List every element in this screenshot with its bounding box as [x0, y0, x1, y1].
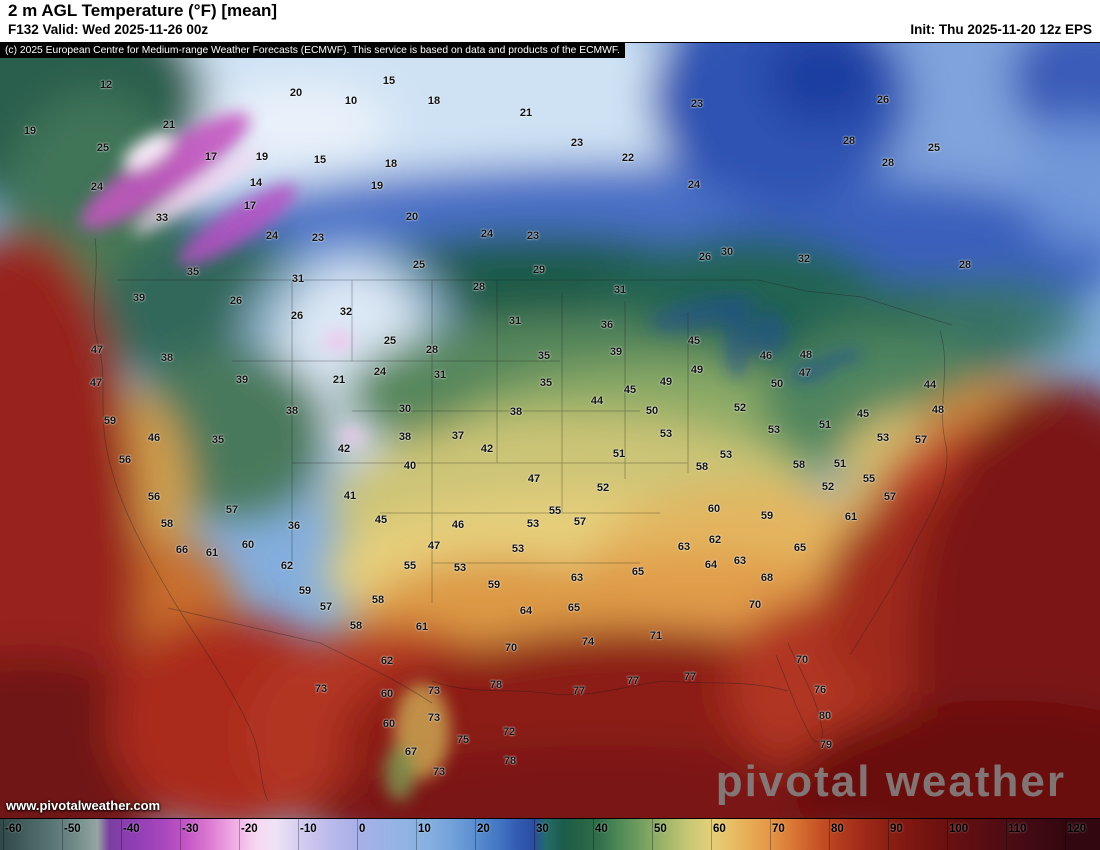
colorbar-tick-label: 10	[418, 823, 431, 835]
colorbar-tick-line	[770, 819, 771, 850]
colorbar-tick-label: 110	[1008, 823, 1027, 835]
init-time-label: Init: Thu 2025-11-20 12z EPS	[910, 22, 1092, 37]
temperature-field-svg	[0, 43, 1100, 819]
time-row: F132 Valid: Wed 2025-11-26 00z Init: Thu…	[8, 22, 1092, 37]
colorbar-tick-line	[888, 819, 889, 850]
site-url: www.pivotalweather.com	[6, 798, 161, 813]
colorbar-tick-line	[1065, 819, 1066, 850]
colorbar-tick-line	[475, 819, 476, 850]
colorbar-tick-line	[534, 819, 535, 850]
map-header: 2 m AGL Temperature (°F) [mean] F132 Val…	[0, 0, 1100, 42]
colorbar-tick-label: 80	[831, 823, 844, 835]
colorbar-tick-line	[416, 819, 417, 850]
colorbar-tick-label: -20	[241, 823, 258, 835]
colorbar-tick-line	[357, 819, 358, 850]
boundary-lines	[93, 237, 953, 802]
copyright-notice: (c) 2025 European Centre for Medium-rang…	[0, 43, 625, 58]
colorbar-tick-label: 30	[536, 823, 549, 835]
valid-time-label: F132 Valid: Wed 2025-11-26 00z	[8, 22, 209, 37]
colorbar-tick-line	[593, 819, 594, 850]
colorbar-tick-label: -30	[182, 823, 199, 835]
colorbar-tick-line	[298, 819, 299, 850]
colorbar-tick-label: 100	[949, 823, 969, 835]
colorbar-tick-label: -50	[64, 823, 81, 835]
colorbar-tick-line	[239, 819, 240, 850]
colorbar-tick-line	[3, 819, 4, 850]
colorbar-tick-label: 50	[654, 823, 667, 835]
colorbar-tick-line	[829, 819, 830, 850]
colorbar-tick-label: 0	[359, 823, 366, 835]
temperature-colorbar: -60 -50 -40 -30 -20 -10 0 10 20 30 40 50 60 70 80 90 100…	[0, 818, 1100, 850]
pivotalweather-watermark: pivotal weather	[715, 757, 1066, 806]
colorbar-tick-line	[652, 819, 653, 850]
colorbar-tick-label: 20	[477, 823, 490, 835]
colorbar-tick-line	[180, 819, 181, 850]
colorbar-tick-line	[121, 819, 122, 850]
colorbar-tick-line	[711, 819, 712, 850]
colorbar-tick-label: 40	[595, 823, 608, 835]
colorbar-tick-label: 120	[1067, 823, 1087, 835]
colorbar-tick-label: -60	[5, 823, 22, 835]
colorbar-tick-line	[62, 819, 63, 850]
colorbar-tick-line	[1006, 819, 1007, 850]
colorbar-tick-label: 70	[772, 823, 785, 835]
colorbar-tick-label: -40	[123, 823, 140, 835]
page-title: 2 m AGL Temperature (°F) [mean]	[8, 1, 278, 20]
temperature-map: (c) 2025 European Centre for Medium-rang…	[0, 42, 1100, 819]
colorbar-tick-label: -10	[300, 823, 317, 835]
colorbar-tick-line	[947, 819, 948, 850]
colorbar-tick-label: 90	[890, 823, 903, 835]
colorbar-gradient	[0, 819, 1100, 850]
colorbar-tick-label: 60	[713, 823, 726, 835]
